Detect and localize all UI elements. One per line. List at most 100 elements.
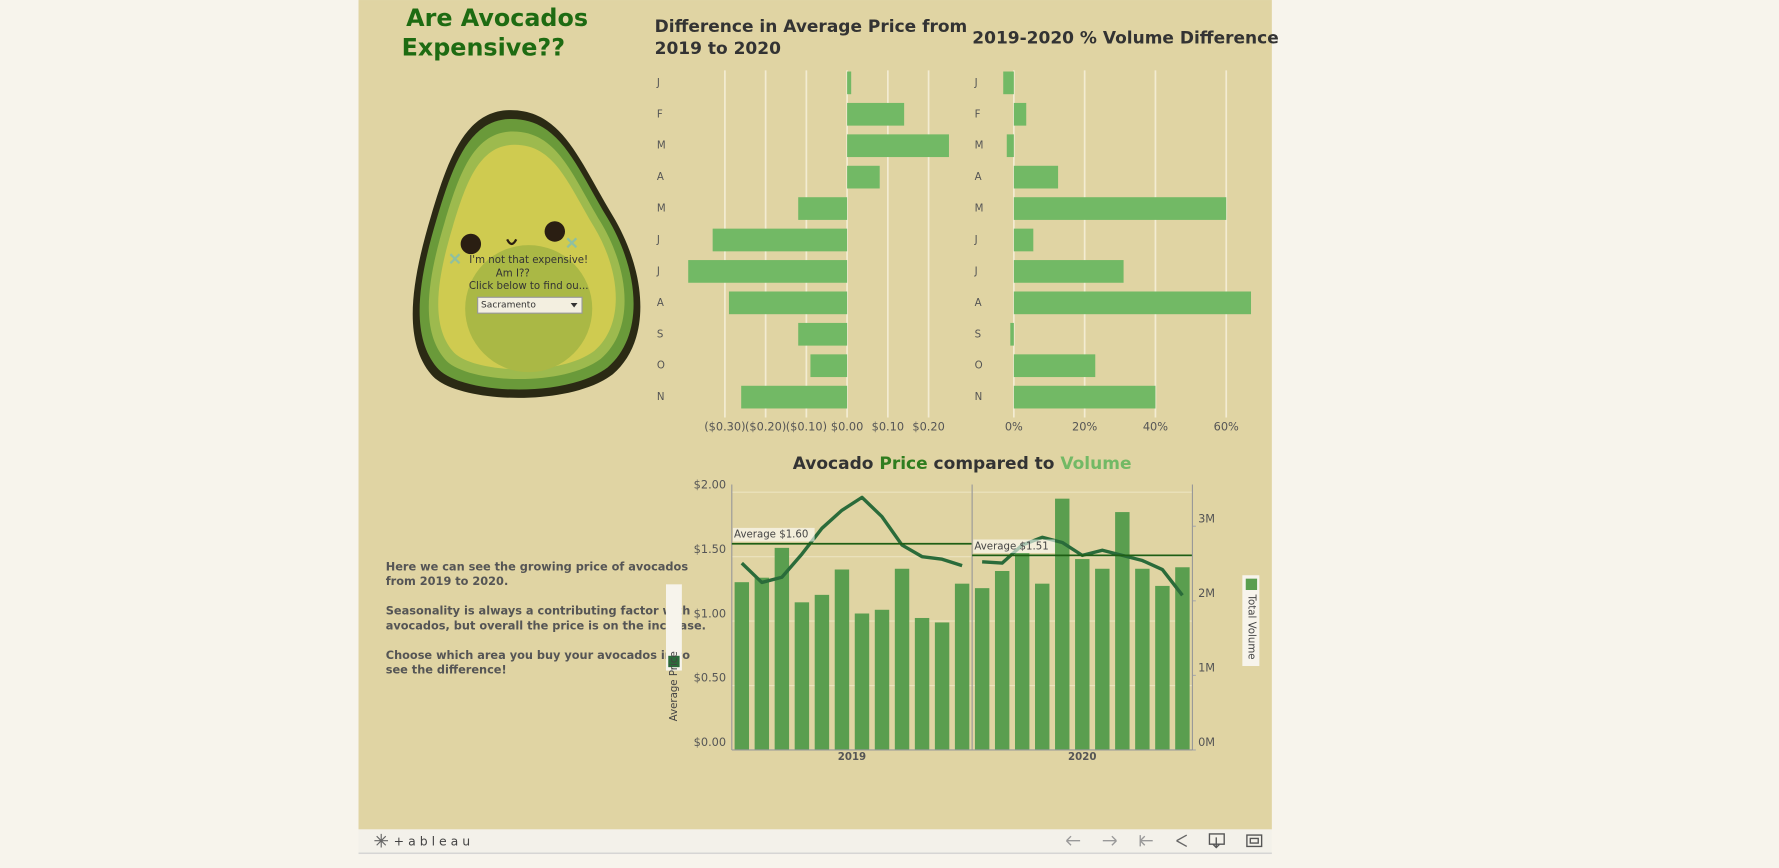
note-text: avocados, but overall the price is on th… <box>386 618 706 632</box>
volume-bar <box>834 569 850 750</box>
legend-box <box>665 584 682 671</box>
title-part: compared to <box>934 454 1055 474</box>
toolbar <box>358 829 1272 855</box>
legend-label: Total Volume <box>1245 594 1256 660</box>
y-tick-label: M <box>975 204 984 215</box>
x-tick-label: ($0.20) <box>745 420 786 434</box>
volume-bar <box>1155 585 1170 750</box>
volume-bar <box>1175 567 1190 750</box>
bar <box>847 102 905 126</box>
bar <box>1013 228 1034 252</box>
x-tick-label: 2020 <box>1068 752 1096 763</box>
volume-bar <box>1135 568 1150 750</box>
y-tick-label: $0.00 <box>694 735 726 749</box>
bar <box>798 197 848 220</box>
x-tick-label: $0.20 <box>912 420 944 434</box>
bar <box>741 385 848 409</box>
chart-title: 2019-2020 % Volume Difference <box>972 29 1278 49</box>
y-tick-label: S <box>657 329 663 340</box>
speech-text: I'm not that expensive! <box>469 255 588 266</box>
volume-bar <box>1075 559 1090 750</box>
y-tick-label: N <box>975 392 983 403</box>
notes: Here we can see the growing price of avo… <box>386 559 706 676</box>
mouth <box>506 238 518 246</box>
bar <box>1013 291 1252 315</box>
y-tick-label: $1.00 <box>694 606 726 620</box>
share-button[interactable] <box>1176 834 1188 848</box>
x-tick-label: ($0.10) <box>786 420 827 434</box>
fullscreen-button[interactable] <box>1246 834 1263 848</box>
dropdown-arrow[interactable] <box>570 302 578 308</box>
volume-bar <box>934 622 950 750</box>
y-tick-label: O <box>975 361 983 372</box>
volume-bar <box>1055 498 1070 750</box>
bar <box>1003 71 1014 95</box>
legend-label: Average Price <box>669 651 680 721</box>
cheek-mark <box>449 237 578 265</box>
y-tick-label: F <box>657 109 663 120</box>
bar <box>712 228 848 252</box>
toolbar-icons <box>1066 833 1263 849</box>
area-dropdown[interactable] <box>477 296 583 314</box>
title-part: Price <box>879 454 927 474</box>
chart-title: Avocado Price compared to Volume <box>793 454 1132 474</box>
volume-bar <box>754 577 770 750</box>
download-button[interactable] <box>1208 833 1225 849</box>
logo-mark <box>374 833 389 848</box>
title-part: Volume <box>1060 454 1131 474</box>
tableau-logo: + a b l e a u <box>374 833 470 848</box>
y-tick-label: O <box>657 361 665 372</box>
y-tick-label: J <box>974 78 978 89</box>
speech-text: Am I?? <box>496 268 530 279</box>
y-tick-label: M <box>657 204 666 215</box>
chart-title: Difference in Average Price from <box>655 17 968 37</box>
y-tick-label: A <box>657 172 664 183</box>
volume-bar <box>994 570 1010 750</box>
chart-title: 2019 to 2020 <box>655 39 781 59</box>
x-tick-label: $0.10 <box>872 420 904 434</box>
volume-bar <box>794 602 810 750</box>
y-tick-label: J <box>656 78 660 89</box>
x-tick-label: 60% <box>1214 420 1239 434</box>
reference-label: Average $1.51 <box>974 541 1048 552</box>
x-tick-label: ($0.30) <box>704 420 745 434</box>
volume-bar <box>894 568 910 750</box>
volume-bar <box>1095 568 1110 750</box>
y-tick-label: S <box>975 329 981 340</box>
revert-button[interactable] <box>1139 835 1153 847</box>
volume-bar <box>1035 583 1050 750</box>
reference-label-bg <box>973 539 1055 554</box>
note-text: Seasonality is always a contributing fac… <box>386 604 691 618</box>
price-line <box>740 495 963 585</box>
y-tick-label: A <box>975 172 982 183</box>
y-tick-label: A <box>657 298 664 309</box>
y-tick-label: $0.50 <box>694 671 726 685</box>
x-tick-label: 40% <box>1143 420 1168 434</box>
y-tick-label: J <box>656 266 660 277</box>
title-part: Avocado <box>793 454 874 474</box>
volume-bar <box>954 583 970 750</box>
volume-bar <box>854 613 870 750</box>
reference-label-bg <box>732 527 815 542</box>
note-text: from 2019 to 2020. <box>386 574 509 588</box>
note-text: Here we can see the growing price of avo… <box>386 559 689 573</box>
bar <box>798 322 848 346</box>
y-tick-label: J <box>974 266 978 277</box>
legend-box <box>1242 575 1260 667</box>
volume-bar <box>874 609 890 750</box>
bar <box>1013 197 1227 220</box>
speech-text: Click below to find ou... <box>469 281 589 292</box>
redo-button[interactable] <box>1102 835 1117 846</box>
y-tick-label: N <box>657 392 665 403</box>
y2-tick-label: 3M <box>1198 511 1215 525</box>
main-title: Expensive?? <box>402 33 565 61</box>
eye <box>544 221 566 242</box>
reference-label: Average $1.60 <box>734 530 808 541</box>
legend-swatch <box>668 655 680 668</box>
undo-button[interactable] <box>1066 835 1081 846</box>
y2-tick-label: 0M <box>1198 735 1215 749</box>
bar <box>688 260 848 283</box>
dropdown-value[interactable]: Sacramento <box>481 301 536 311</box>
bar <box>1013 385 1156 409</box>
